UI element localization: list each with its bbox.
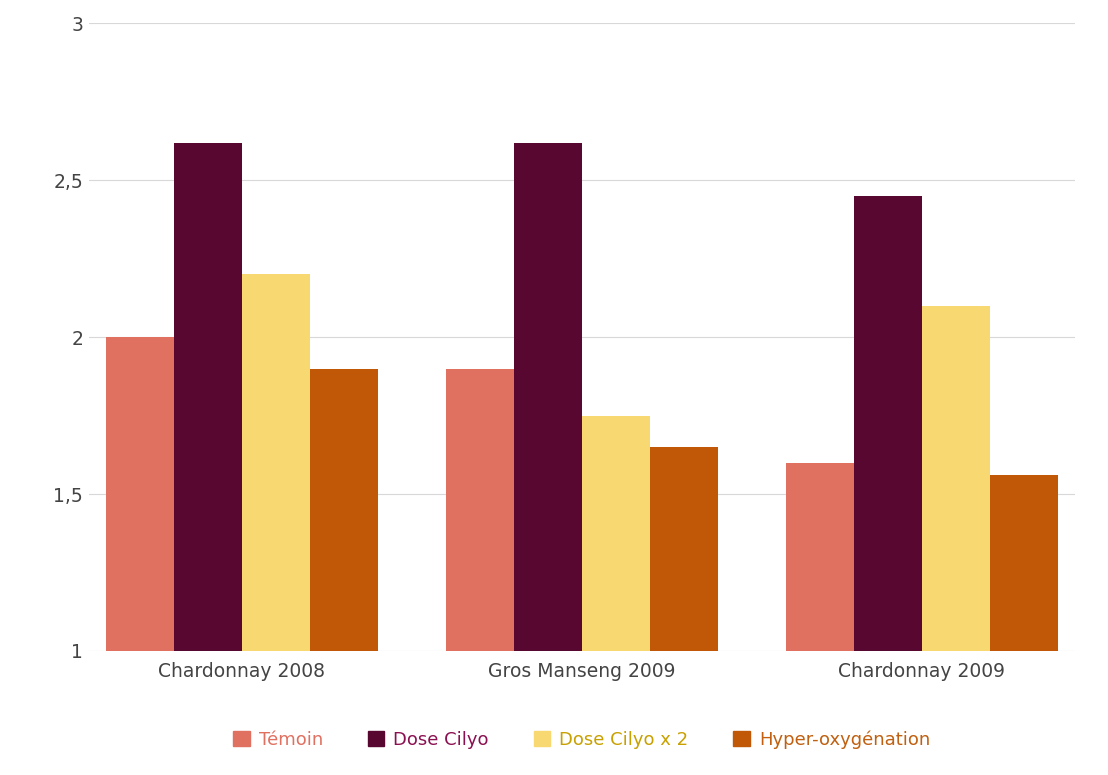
Bar xyxy=(174,143,242,651)
Bar xyxy=(989,475,1058,651)
Bar xyxy=(854,196,922,651)
Bar xyxy=(105,337,174,651)
Bar xyxy=(242,274,309,651)
Bar xyxy=(445,369,514,651)
Bar xyxy=(786,463,854,651)
Bar xyxy=(309,369,378,651)
Bar xyxy=(922,305,989,651)
Bar xyxy=(649,447,718,651)
Legend: Témoin, Dose Cilyo, Dose Cilyo x 2, Hyper-oxygénation: Témoin, Dose Cilyo, Dose Cilyo x 2, Hype… xyxy=(226,723,937,756)
Bar xyxy=(582,415,649,651)
Bar xyxy=(514,143,582,651)
